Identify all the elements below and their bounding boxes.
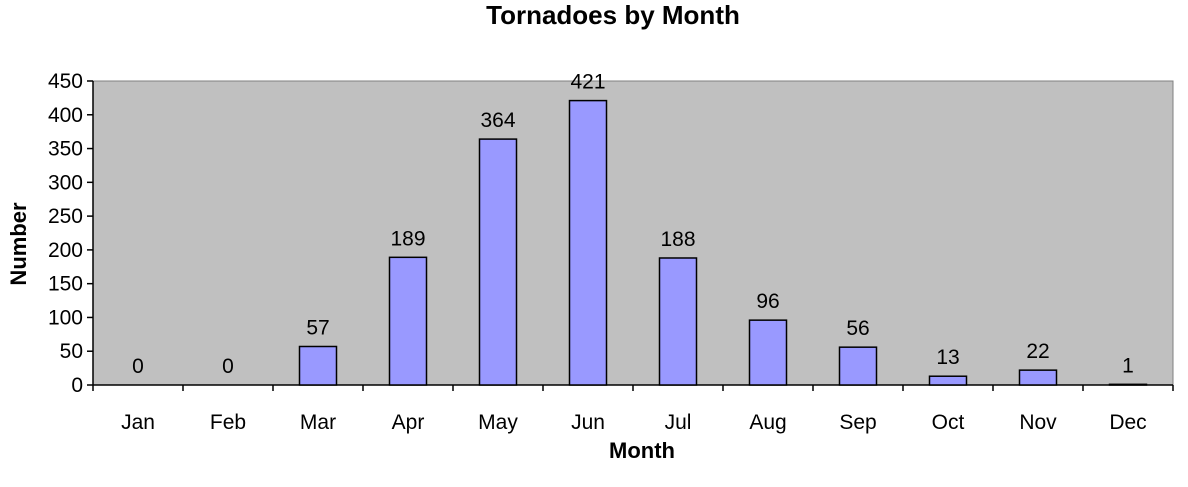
x-axis-title: Month xyxy=(609,438,675,463)
bar-jul xyxy=(658,257,698,386)
chart-title: Tornadoes by Month xyxy=(486,0,740,30)
y-tick-label: 400 xyxy=(48,104,83,127)
y-tick-label: 250 xyxy=(48,205,83,228)
data-label-mar: 57 xyxy=(306,316,329,339)
data-label-may: 364 xyxy=(480,109,515,132)
y-axis: 0 50 100 150 200 250 300 350 400 450 xyxy=(48,70,94,397)
y-tick-label: 450 xyxy=(48,70,83,93)
data-labels: 0 0 57 189 364 421 188 96 56 13 22 1 xyxy=(132,71,1134,378)
x-tick-label-dec: Dec xyxy=(1109,411,1146,434)
bar-dec xyxy=(1108,383,1148,386)
bar-apr xyxy=(388,256,428,386)
bar-oct xyxy=(928,375,968,386)
x-tick-label-jul: Jul xyxy=(665,411,692,434)
y-tick-label: 200 xyxy=(48,239,83,262)
bar-jun xyxy=(568,99,608,386)
x-tick-label-may: May xyxy=(478,411,518,434)
y-tick-label: 300 xyxy=(48,171,83,194)
bar-nov xyxy=(1018,369,1058,386)
x-tick-label-sep: Sep xyxy=(839,411,876,434)
x-tick-label-nov: Nov xyxy=(1019,411,1057,434)
data-label-apr: 189 xyxy=(390,227,425,250)
y-tick-label: 100 xyxy=(48,306,83,329)
x-tick-label-jan: Jan xyxy=(121,411,155,434)
bar-may xyxy=(478,138,518,386)
plot-area xyxy=(92,80,1174,386)
data-label-oct: 13 xyxy=(936,346,959,369)
data-label-jul: 188 xyxy=(660,228,695,251)
x-tick-label-mar: Mar xyxy=(300,411,336,434)
data-label-aug: 96 xyxy=(756,290,779,313)
bar-aug xyxy=(748,319,788,386)
data-label-dec: 1 xyxy=(1122,354,1134,377)
bars xyxy=(298,99,1148,386)
y-tick-label: 0 xyxy=(71,374,83,397)
y-axis-title: Number xyxy=(6,202,31,286)
data-label-feb: 0 xyxy=(222,355,234,378)
x-tick-label-jun: Jun xyxy=(571,411,605,434)
data-label-jan: 0 xyxy=(132,355,144,378)
y-tick-label: 150 xyxy=(48,273,83,296)
bar-sep xyxy=(838,346,878,386)
y-tick-label: 50 xyxy=(60,340,83,363)
bar-mar xyxy=(298,345,338,386)
x-tick-label-oct: Oct xyxy=(932,411,965,434)
x-axis: Jan Feb Mar Apr May Jun Jul Aug Sep Oct Nov Dec xyxy=(92,384,1174,434)
data-label-sep: 56 xyxy=(846,317,869,340)
data-label-jun: 421 xyxy=(570,71,605,94)
x-tick-label-feb: Feb xyxy=(210,411,246,434)
x-tick-label-apr: Apr xyxy=(392,411,425,434)
y-tick-label: 350 xyxy=(48,138,83,161)
x-tick-label-aug: Aug xyxy=(749,411,786,434)
data-label-nov: 22 xyxy=(1026,340,1049,363)
